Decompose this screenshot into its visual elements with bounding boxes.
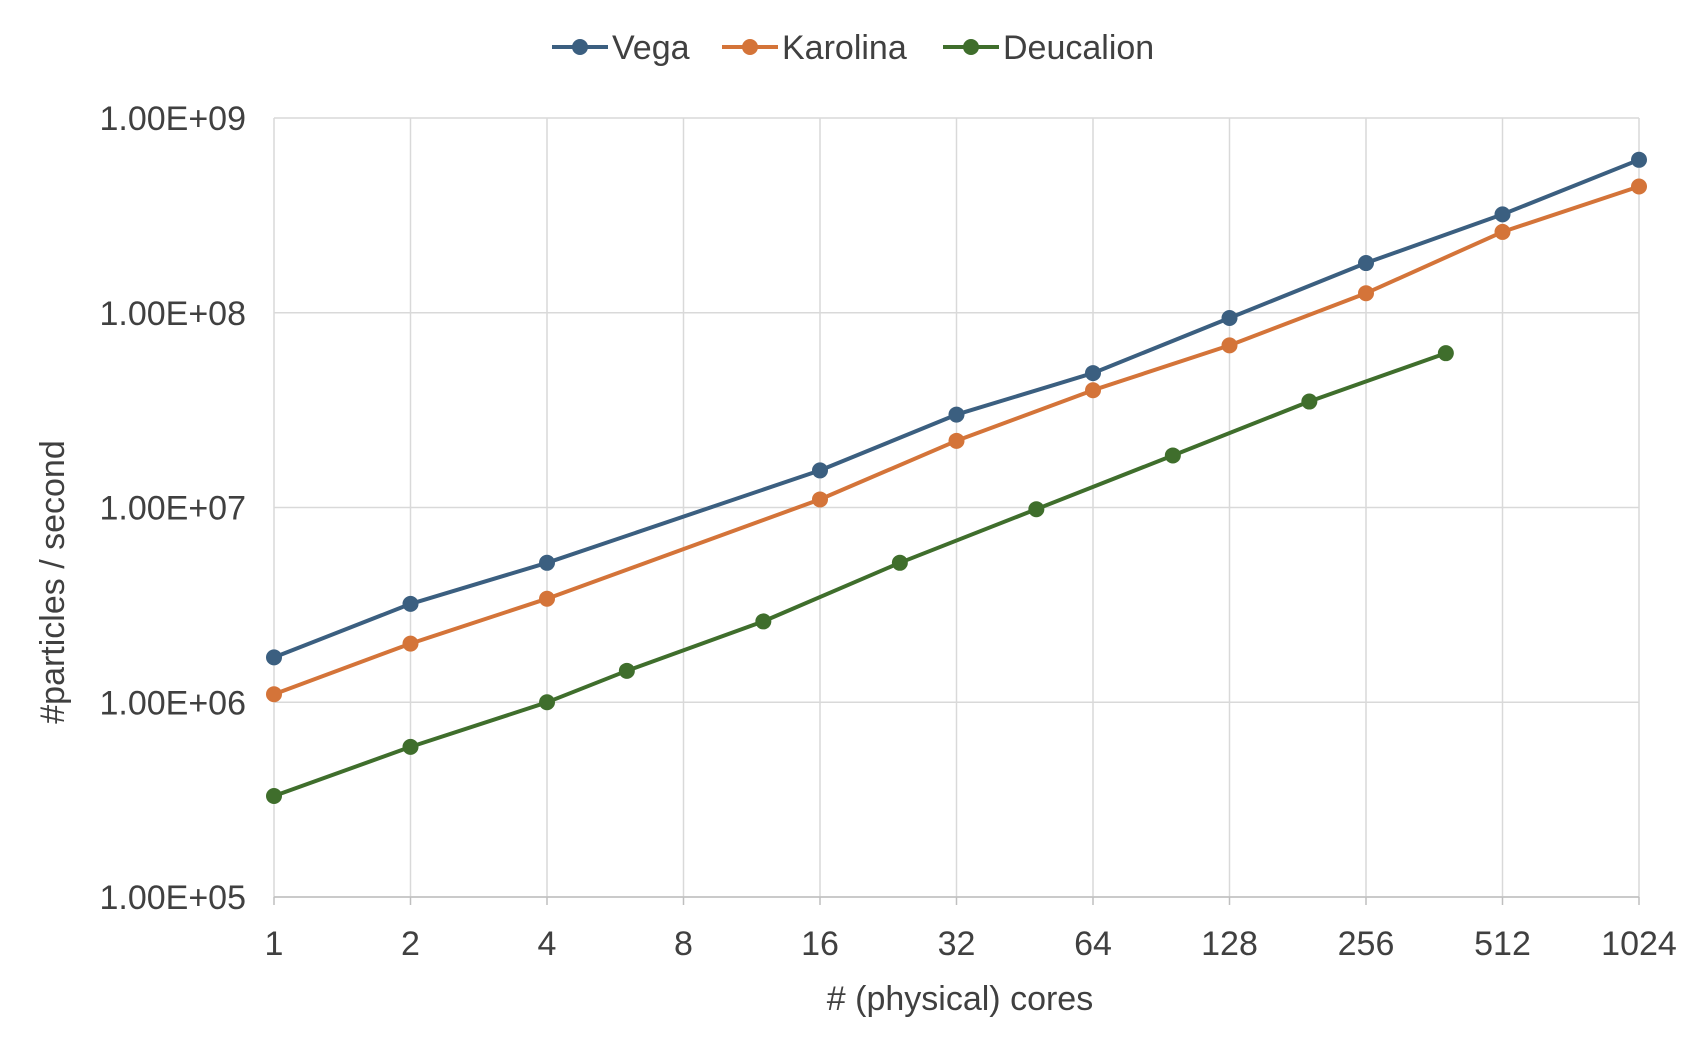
- data-point-vega: [812, 462, 828, 479]
- data-point-vega: [1085, 365, 1101, 382]
- x-tick-label: 64: [1074, 925, 1112, 963]
- data-point-karolina: [1631, 178, 1647, 195]
- data-point-deucalion: [618, 662, 635, 679]
- data-point-deucalion: [402, 738, 419, 755]
- legend-marker: [742, 39, 758, 55]
- x-tick-label: 8: [674, 925, 693, 963]
- x-tick-label: 512: [1474, 925, 1531, 963]
- data-point-vega: [948, 406, 965, 423]
- x-tick-label: 32: [938, 925, 976, 963]
- y-axis-title: #particles / second: [34, 440, 72, 724]
- y-tick-label: 1.00E+08: [99, 295, 246, 333]
- data-point-karolina: [948, 432, 965, 449]
- series-line-karolina: [273, 184, 1640, 697]
- series: [266, 151, 1647, 805]
- data-point-deucalion: [755, 613, 772, 630]
- data-point-deucalion: [539, 694, 555, 711]
- legend-label: Vega: [612, 29, 690, 67]
- x-tick-label: 4: [538, 925, 557, 963]
- y-tick-label: 1.00E+05: [99, 879, 246, 917]
- legend-item-vega: Vega: [552, 29, 690, 67]
- data-point-deucalion: [891, 554, 908, 571]
- series-karolina: [266, 178, 1647, 703]
- x-tick-label: 128: [1201, 925, 1258, 963]
- data-point-karolina: [812, 491, 828, 508]
- y-tick-label: 1.00E+07: [99, 490, 246, 528]
- data-point-karolina: [539, 590, 555, 607]
- legend: Vega Karolina Deucalion: [552, 29, 1154, 67]
- data-point-vega: [1358, 255, 1374, 272]
- data-point-karolina: [266, 686, 282, 703]
- series-line-deucalion: [273, 351, 1447, 798]
- legend-label: Karolina: [782, 29, 907, 67]
- data-point-karolina: [1221, 337, 1238, 354]
- data-point-deucalion: [1301, 393, 1318, 410]
- data-point-karolina: [1358, 285, 1374, 302]
- x-tick-label: 1024: [1601, 925, 1677, 963]
- legend-marker: [963, 39, 979, 55]
- y-tick-label: 1.00E+09: [99, 100, 246, 138]
- data-point-karolina: [1494, 223, 1511, 240]
- series-line-vega: [273, 157, 1640, 660]
- y-tick-label: 1.00E+06: [99, 684, 246, 722]
- data-point-deucalion: [1028, 501, 1045, 518]
- series-deucalion: [266, 345, 1454, 805]
- data-point-vega: [1631, 151, 1647, 168]
- gridlines: [273, 117, 1640, 898]
- data-point-deucalion: [1437, 345, 1454, 362]
- legend-item-deucalion: Deucalion: [943, 29, 1154, 67]
- x-tick-label: 2: [401, 925, 420, 963]
- data-point-vega: [539, 554, 555, 571]
- legend-item-karolina: Karolina: [722, 29, 907, 67]
- data-point-vega: [1221, 309, 1238, 326]
- data-point-karolina: [1085, 382, 1101, 399]
- series-vega: [266, 151, 1647, 666]
- x-axis-title: # (physical) cores: [827, 980, 1093, 1018]
- x-tick-label: 256: [1338, 925, 1395, 963]
- x-tick-label: 1: [265, 925, 284, 963]
- data-point-vega: [266, 649, 282, 666]
- legend-label: Deucalion: [1003, 29, 1154, 67]
- legend-marker: [572, 39, 588, 55]
- data-point-karolina: [402, 635, 419, 652]
- data-point-deucalion: [1164, 447, 1181, 464]
- x-tick-label: 16: [801, 925, 839, 963]
- data-point-vega: [402, 595, 419, 612]
- axes: 1 2 4 8 16 32 64 128 256 512 1024 1.00E+05 1.00E+06 1…: [99, 100, 1676, 963]
- data-point-deucalion: [266, 788, 282, 805]
- data-point-vega: [1494, 206, 1511, 223]
